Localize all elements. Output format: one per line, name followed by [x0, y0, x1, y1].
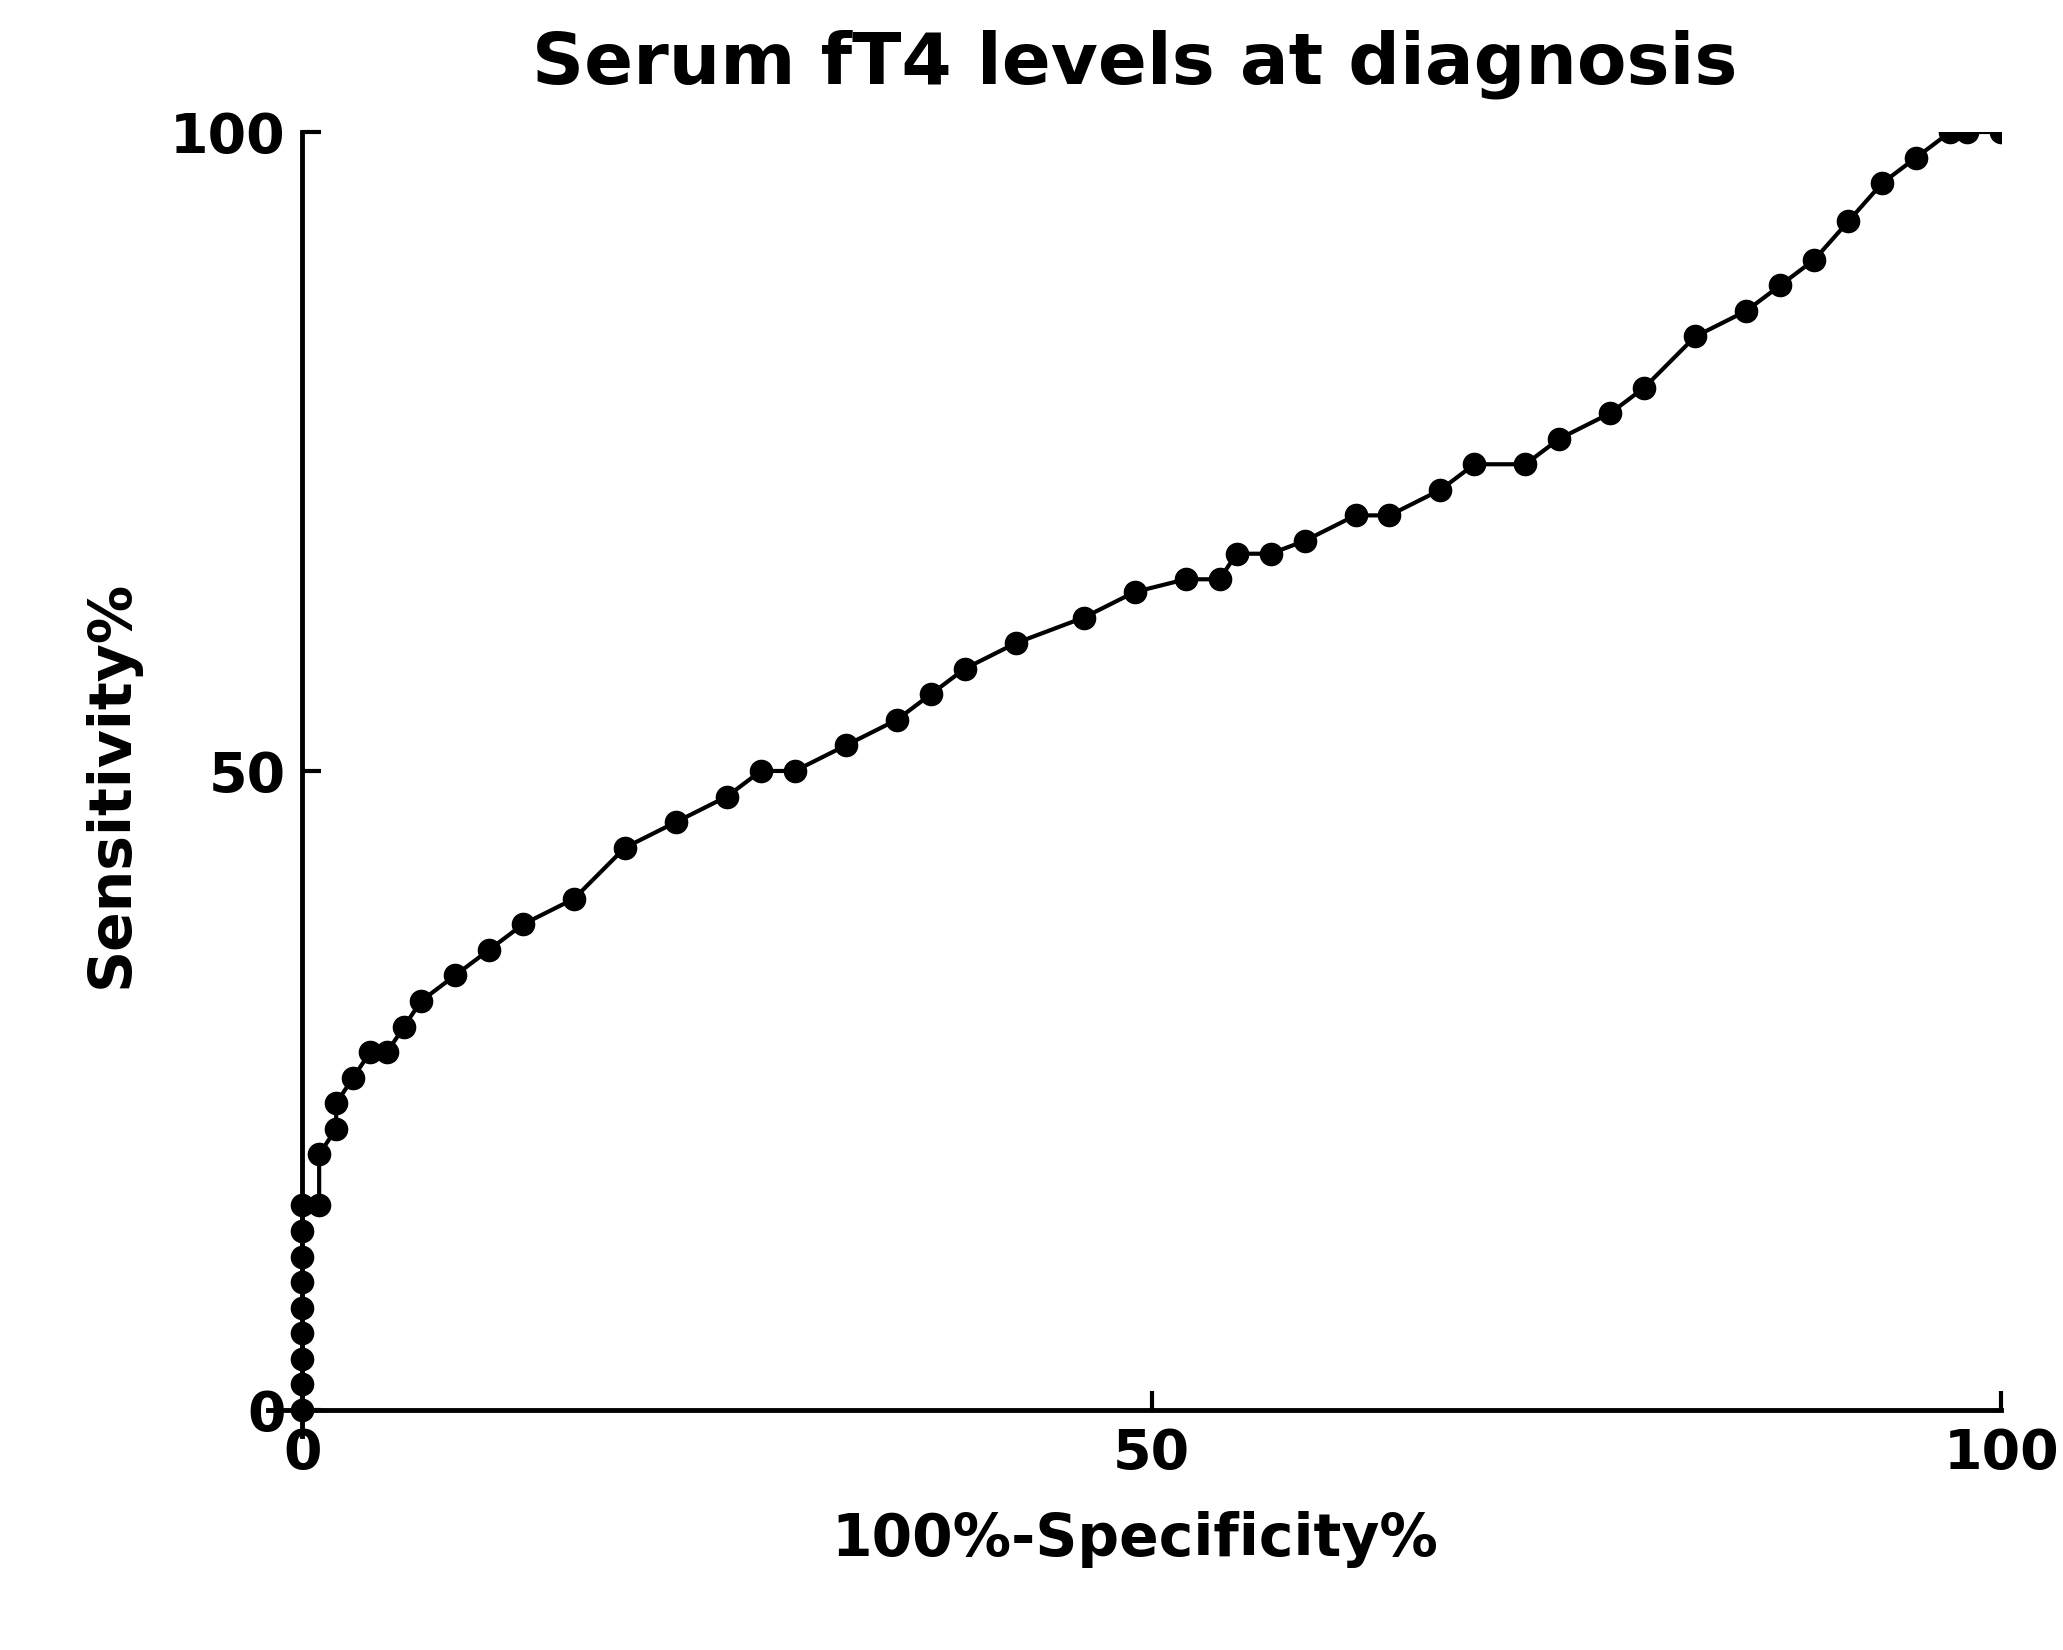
Y-axis label: Sensitivity%: Sensitivity% [83, 579, 140, 988]
Title: Serum fT4 levels at diagnosis: Serum fT4 levels at diagnosis [532, 30, 1737, 99]
X-axis label: 100%-Specificity%: 100%-Specificity% [831, 1511, 1438, 1568]
